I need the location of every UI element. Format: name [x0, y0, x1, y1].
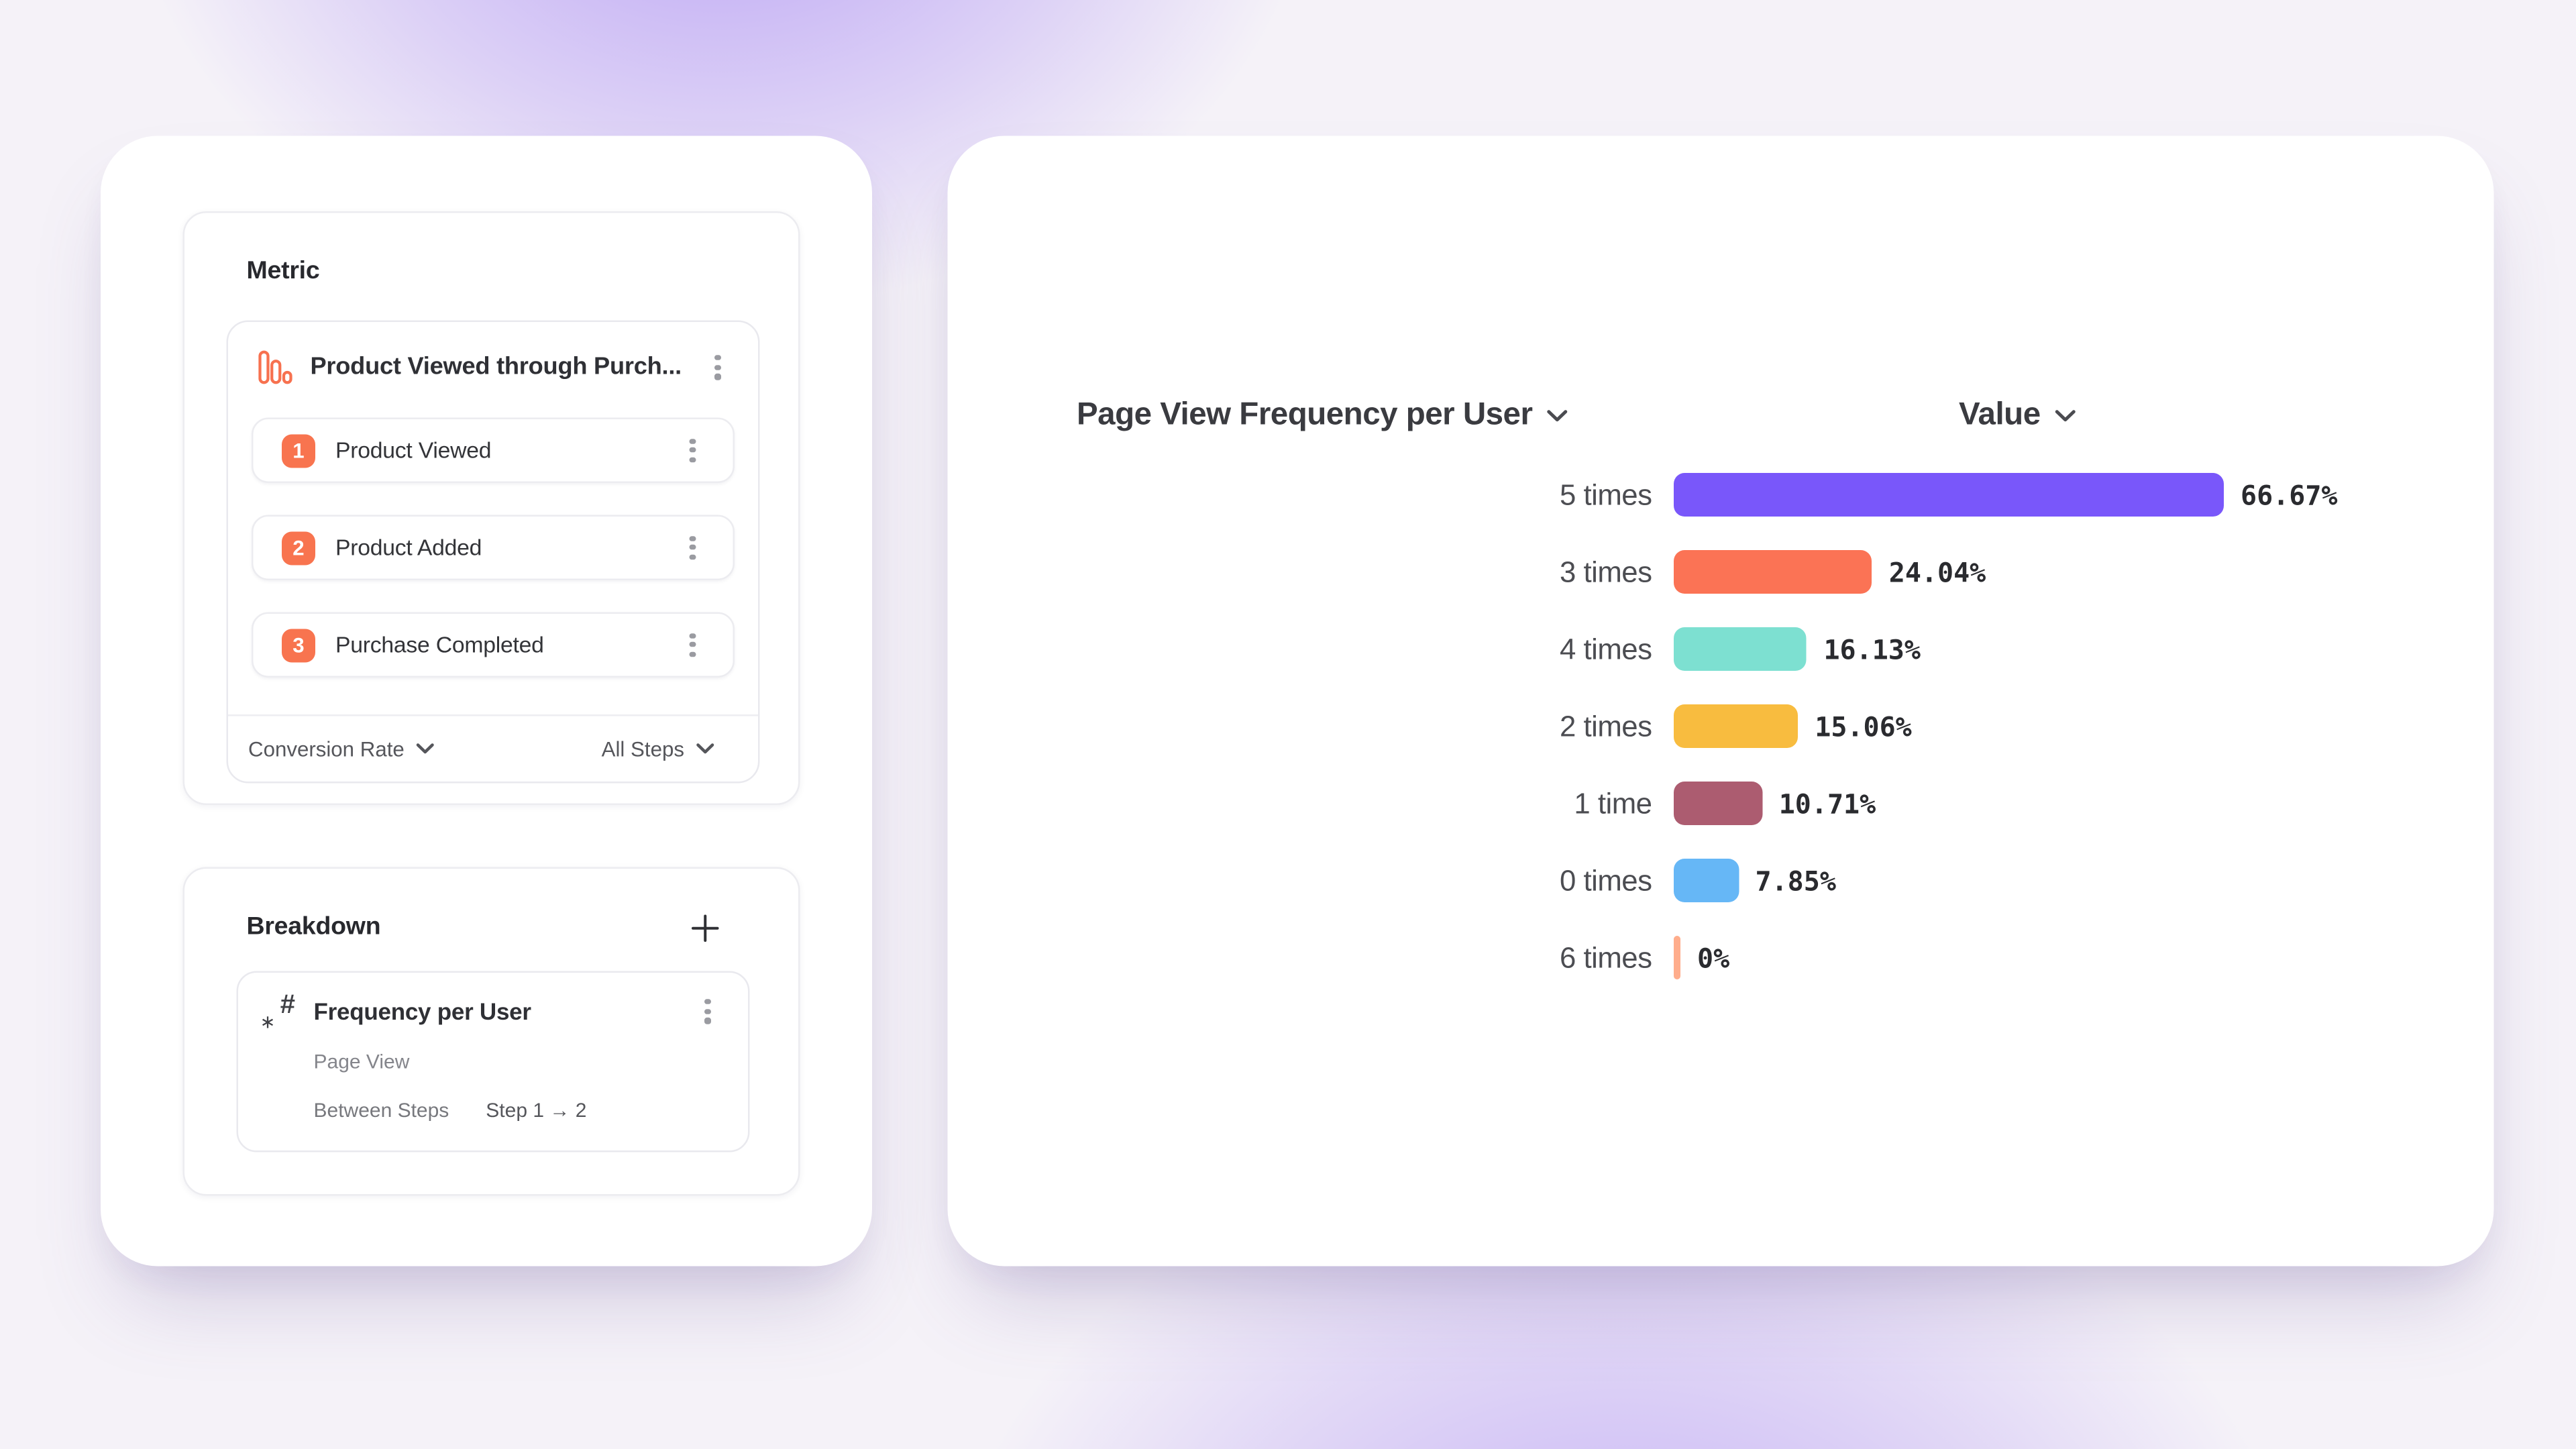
chart-bar[interactable]	[1674, 550, 1872, 594]
chart-bar[interactable]	[1674, 704, 1799, 748]
chart-row: 0 times 7.85%	[948, 842, 2494, 919]
chart-bar[interactable]	[1674, 859, 1739, 902]
breakdown-item[interactable]: # ∗ Frequency per User Page View Between …	[236, 971, 750, 1152]
chart-bar[interactable]	[1674, 782, 1762, 825]
chart-row: 4 times 16.13%	[948, 610, 2494, 688]
metric-section-title: Metric	[246, 256, 320, 286]
funnel-step[interactable]: 3 Purchase Completed	[252, 612, 735, 678]
chart-category-label: 3 times	[1559, 554, 1652, 588]
funnel-step[interactable]: 1 Product Viewed	[252, 417, 735, 483]
chart-bar[interactable]	[1674, 936, 1680, 979]
chart-value-label: Value	[1959, 397, 2041, 433]
step-kebab-menu-icon[interactable]	[680, 531, 706, 565]
step-number-badge: 1	[282, 433, 315, 468]
left-panel: Metric Product Viewed through Purch... 1…	[101, 136, 872, 1267]
breakdown-item-title: Frequency per User	[313, 998, 532, 1025]
breakdown-scope-label: Between Steps	[313, 1098, 449, 1122]
chart-value-label: 0%	[1697, 941, 1730, 974]
step-number-badge: 3	[282, 628, 315, 662]
chart-row: 3 times 24.04%	[948, 533, 2494, 610]
step-kebab-menu-icon[interactable]	[680, 628, 706, 662]
chart-row: 2 times 15.06%	[948, 688, 2494, 765]
breakdown-section-title: Breakdown	[246, 912, 381, 941]
chart-value-label: 7.85%	[1755, 864, 1836, 897]
chart-row: 6 times 0%	[948, 919, 2494, 996]
step-label: Product Viewed	[335, 437, 492, 464]
chart-category-label: 2 times	[1559, 708, 1652, 743]
chart-series-dropdown[interactable]: Page View Frequency per User	[1077, 398, 1568, 435]
chart-panel: Page View Frequency per User Value 5 tim…	[947, 136, 2494, 1267]
chart-category-label: 6 times	[1559, 940, 1652, 974]
chart-row: 1 time 10.71%	[948, 765, 2494, 842]
conversion-rate-label: Conversion Rate	[248, 737, 405, 761]
breakdown-card: Breakdown # ∗ Frequency per User Page Vie…	[182, 867, 800, 1196]
chart-value-label: 16.13%	[1823, 633, 1921, 665]
chart-value-label: 10.71%	[1778, 787, 1876, 820]
metric-card: Metric Product Viewed through Purch... 1…	[182, 211, 800, 805]
chart-category-label: 4 times	[1559, 631, 1652, 665]
chart-value-dropdown[interactable]: Value	[1959, 398, 2076, 435]
chart-category-label: 0 times	[1559, 863, 1652, 897]
funnel-footer: Conversion Rate All Steps	[228, 714, 758, 782]
number-property-icon: # ∗	[260, 991, 296, 1034]
breakdown-kebab-menu-icon[interactable]	[694, 994, 721, 1028]
chart-value-label: 15.06%	[1815, 710, 1912, 743]
chart-category-label: 5 times	[1559, 477, 1652, 511]
chevron-down-icon	[417, 743, 435, 754]
all-steps-dropdown[interactable]: All Steps	[602, 737, 714, 761]
funnel-steps-list: 1 Product Viewed 2 Product Added 3 Purch…	[228, 413, 758, 678]
funnel-chart-icon	[258, 350, 292, 384]
bar-chart: 5 times 66.67% 3 times 24.04% 4 times 16…	[948, 456, 2494, 996]
all-steps-label: All Steps	[601, 737, 684, 761]
chart-bar[interactable]	[1674, 627, 1807, 671]
breakdown-item-header: # ∗ Frequency per User	[238, 973, 748, 1050]
conversion-rate-dropdown[interactable]: Conversion Rate	[248, 737, 435, 761]
chart-category-label: 1 time	[1574, 786, 1652, 820]
step-label: Product Added	[335, 535, 482, 561]
chart-value-label: 66.67%	[2241, 478, 2338, 511]
add-breakdown-button[interactable]	[691, 914, 720, 943]
step-kebab-menu-icon[interactable]	[680, 433, 706, 468]
chevron-down-icon	[1546, 410, 1567, 422]
step-number-badge: 2	[282, 531, 315, 565]
funnel-step[interactable]: 2 Product Added	[252, 515, 735, 580]
step-label: Purchase Completed	[335, 632, 544, 658]
funnel-card: Product Viewed through Purch... 1 Produc…	[226, 320, 760, 784]
funnel-header[interactable]: Product Viewed through Purch...	[228, 322, 758, 413]
breakdown-scope-value: Step 1 → 2	[486, 1098, 587, 1122]
funnel-title: Product Viewed through Purch...	[310, 354, 682, 381]
chevron-down-icon	[2054, 410, 2075, 422]
breakdown-event-name: Page View	[313, 1050, 410, 1073]
chart-value-label: 24.04%	[1888, 555, 1986, 588]
chevron-down-icon	[696, 743, 714, 754]
breakdown-scope-row: Between Steps Step 1 → 2	[314, 1099, 749, 1122]
chart-bar[interactable]	[1674, 473, 2224, 517]
chart-row: 5 times 66.67%	[948, 456, 2494, 533]
funnel-kebab-menu-icon[interactable]	[704, 350, 731, 384]
chart-series-label: Page View Frequency per User	[1077, 397, 1533, 433]
